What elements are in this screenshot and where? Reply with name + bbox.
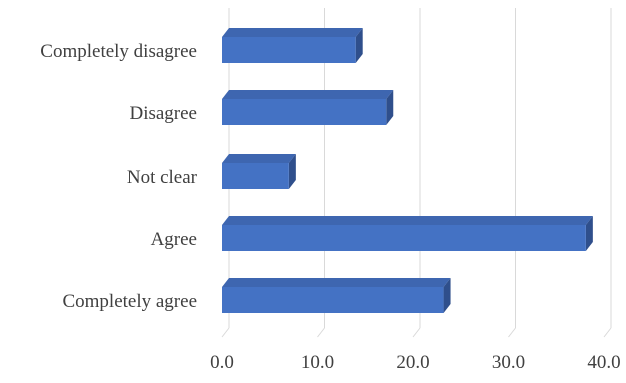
bar-top-face xyxy=(222,28,363,37)
bar-front-face xyxy=(222,99,387,125)
category-label: Completely agree xyxy=(62,291,197,312)
category-label: Agree xyxy=(151,229,197,250)
bar-top-face xyxy=(222,216,593,225)
bar-1 xyxy=(222,90,394,125)
bar-side-face xyxy=(386,90,394,125)
bar-side-face xyxy=(443,278,451,313)
category-label: Completely disagree xyxy=(40,41,197,62)
bar-side-face xyxy=(288,154,296,189)
gridline-floor-3 xyxy=(508,327,516,338)
bar-side-face xyxy=(585,216,593,251)
bar-front-face xyxy=(222,287,444,313)
bar-front-face xyxy=(222,37,356,63)
gridline-floor-2 xyxy=(412,327,421,338)
x-tick-label: 10.0 xyxy=(301,352,334,373)
bar-side-face xyxy=(355,28,363,63)
x-tick-label: 20.0 xyxy=(396,352,429,373)
bar-front-face xyxy=(222,163,289,189)
x-tick-label: 40.0 xyxy=(587,352,620,373)
bars xyxy=(222,28,593,313)
bar-top-face xyxy=(222,278,451,287)
bar-top-face xyxy=(222,90,394,99)
x-axis-tick-labels: 0.0 10.0 20.0 30.0 40.0 xyxy=(210,352,621,373)
bar-2 xyxy=(222,154,296,189)
x-tick-label: 0.0 xyxy=(210,352,234,373)
category-label: Disagree xyxy=(129,103,197,124)
x-tick-label: 30.0 xyxy=(492,352,525,373)
bar-4 xyxy=(222,278,451,313)
bar-3 xyxy=(222,216,593,251)
gridline-floor-0 xyxy=(221,327,230,338)
gridline-floor-4 xyxy=(603,327,612,338)
bar-front-face xyxy=(222,225,586,251)
gridline-floor-1 xyxy=(317,327,325,338)
category-label: Not clear xyxy=(127,167,198,188)
category-labels: Completely disagree Disagree Not clear Agre… xyxy=(40,41,197,312)
bar-0 xyxy=(222,28,363,63)
bar-top-face xyxy=(222,154,296,163)
